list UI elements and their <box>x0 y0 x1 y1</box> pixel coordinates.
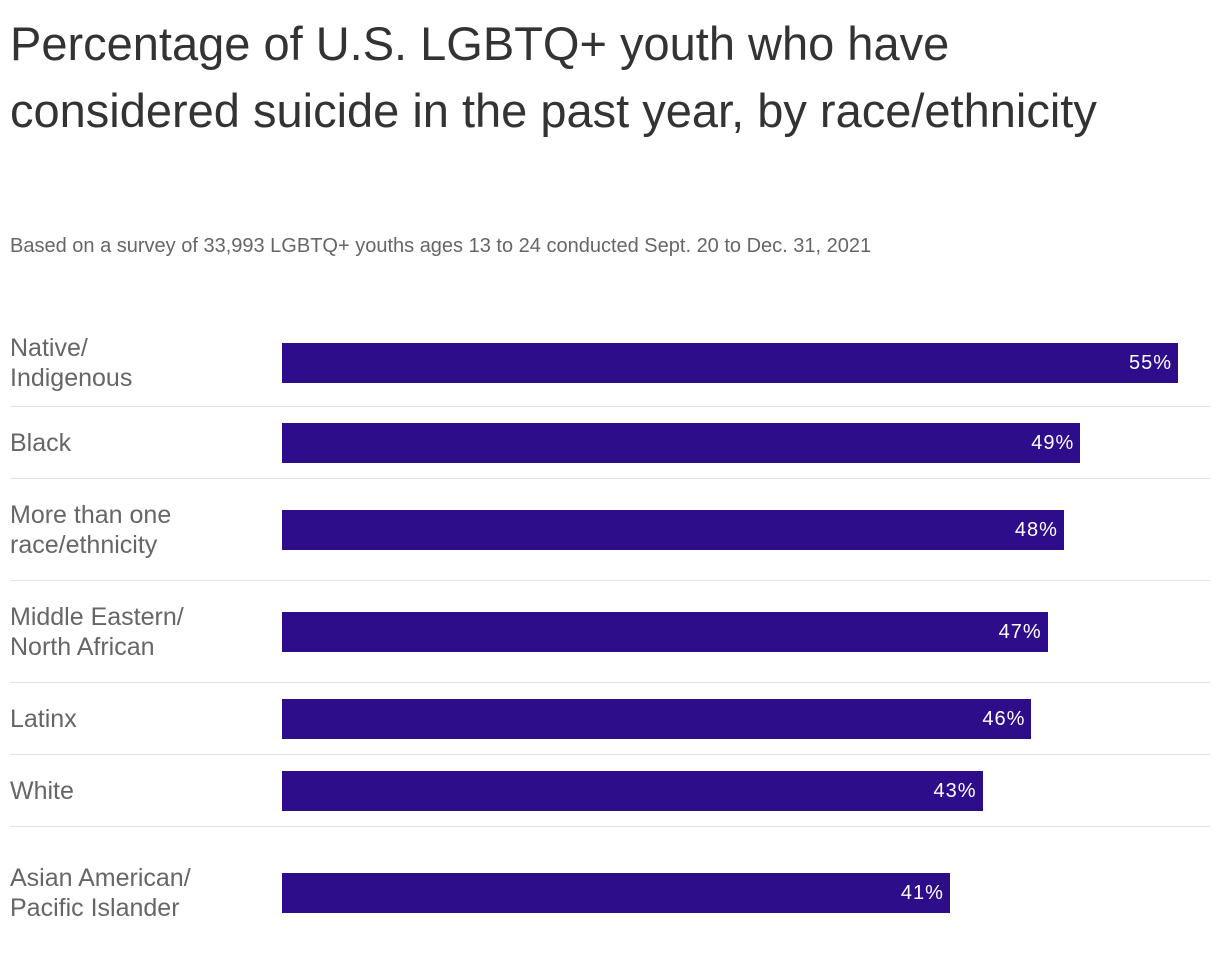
data-label: 43% <box>933 779 977 802</box>
bar-track: 46% <box>282 698 1210 739</box>
bar: 48% <box>282 509 1064 550</box>
bar: 49% <box>282 422 1081 463</box>
data-label: 41% <box>900 881 944 904</box>
bar-track: 47% <box>282 611 1210 652</box>
bar-track: 48% <box>282 509 1210 550</box>
bar-row: Latinx 46% <box>10 683 1210 755</box>
bar: 55% <box>282 343 1178 383</box>
bar-row: Asian American/ Pacific Islander 41% <box>10 827 1210 958</box>
category-label: White <box>10 776 74 805</box>
bar-row: Black 49% <box>10 407 1210 479</box>
data-label: 49% <box>1031 431 1075 454</box>
chart-subtitle: Based on a survey of 33,993 LGBTQ+ youth… <box>10 235 872 257</box>
category-label: Black <box>10 428 72 457</box>
category-label: Native/ Indigenous <box>10 334 133 392</box>
bar-track: 55% <box>282 343 1210 383</box>
bar-row: Native/ Indigenous 55% <box>10 320 1210 407</box>
chart-title: Percentage of U.S. LGBTQ+ youth who have… <box>10 17 1097 137</box>
category-label: Asian American/ Pacific Islander <box>10 863 191 922</box>
bar: 41% <box>282 872 950 913</box>
bar: 46% <box>282 698 1032 739</box>
bar-row: More than one race/ethnicity 48% <box>10 479 1210 581</box>
category-label: Latinx <box>10 704 77 733</box>
data-label: 47% <box>998 620 1042 643</box>
category-label: More than one race/ethnicity <box>10 500 172 559</box>
category-label: Middle Eastern/ North African <box>10 602 184 661</box>
bar-track: 43% <box>282 770 1210 811</box>
bar-track: 49% <box>282 422 1210 463</box>
bar-row: White 43% <box>10 755 1210 827</box>
bar-row: Middle Eastern/ North African 47% <box>10 581 1210 683</box>
bar-track: 41% <box>282 872 1210 913</box>
data-label: 48% <box>1014 518 1058 541</box>
data-label: 55% <box>1128 352 1172 374</box>
data-label: 46% <box>982 707 1026 730</box>
bar-rows: Native/ Indigenous 55% Black 49% More than o… <box>10 320 1210 958</box>
bar: 43% <box>282 770 983 811</box>
bar: 47% <box>282 611 1048 652</box>
